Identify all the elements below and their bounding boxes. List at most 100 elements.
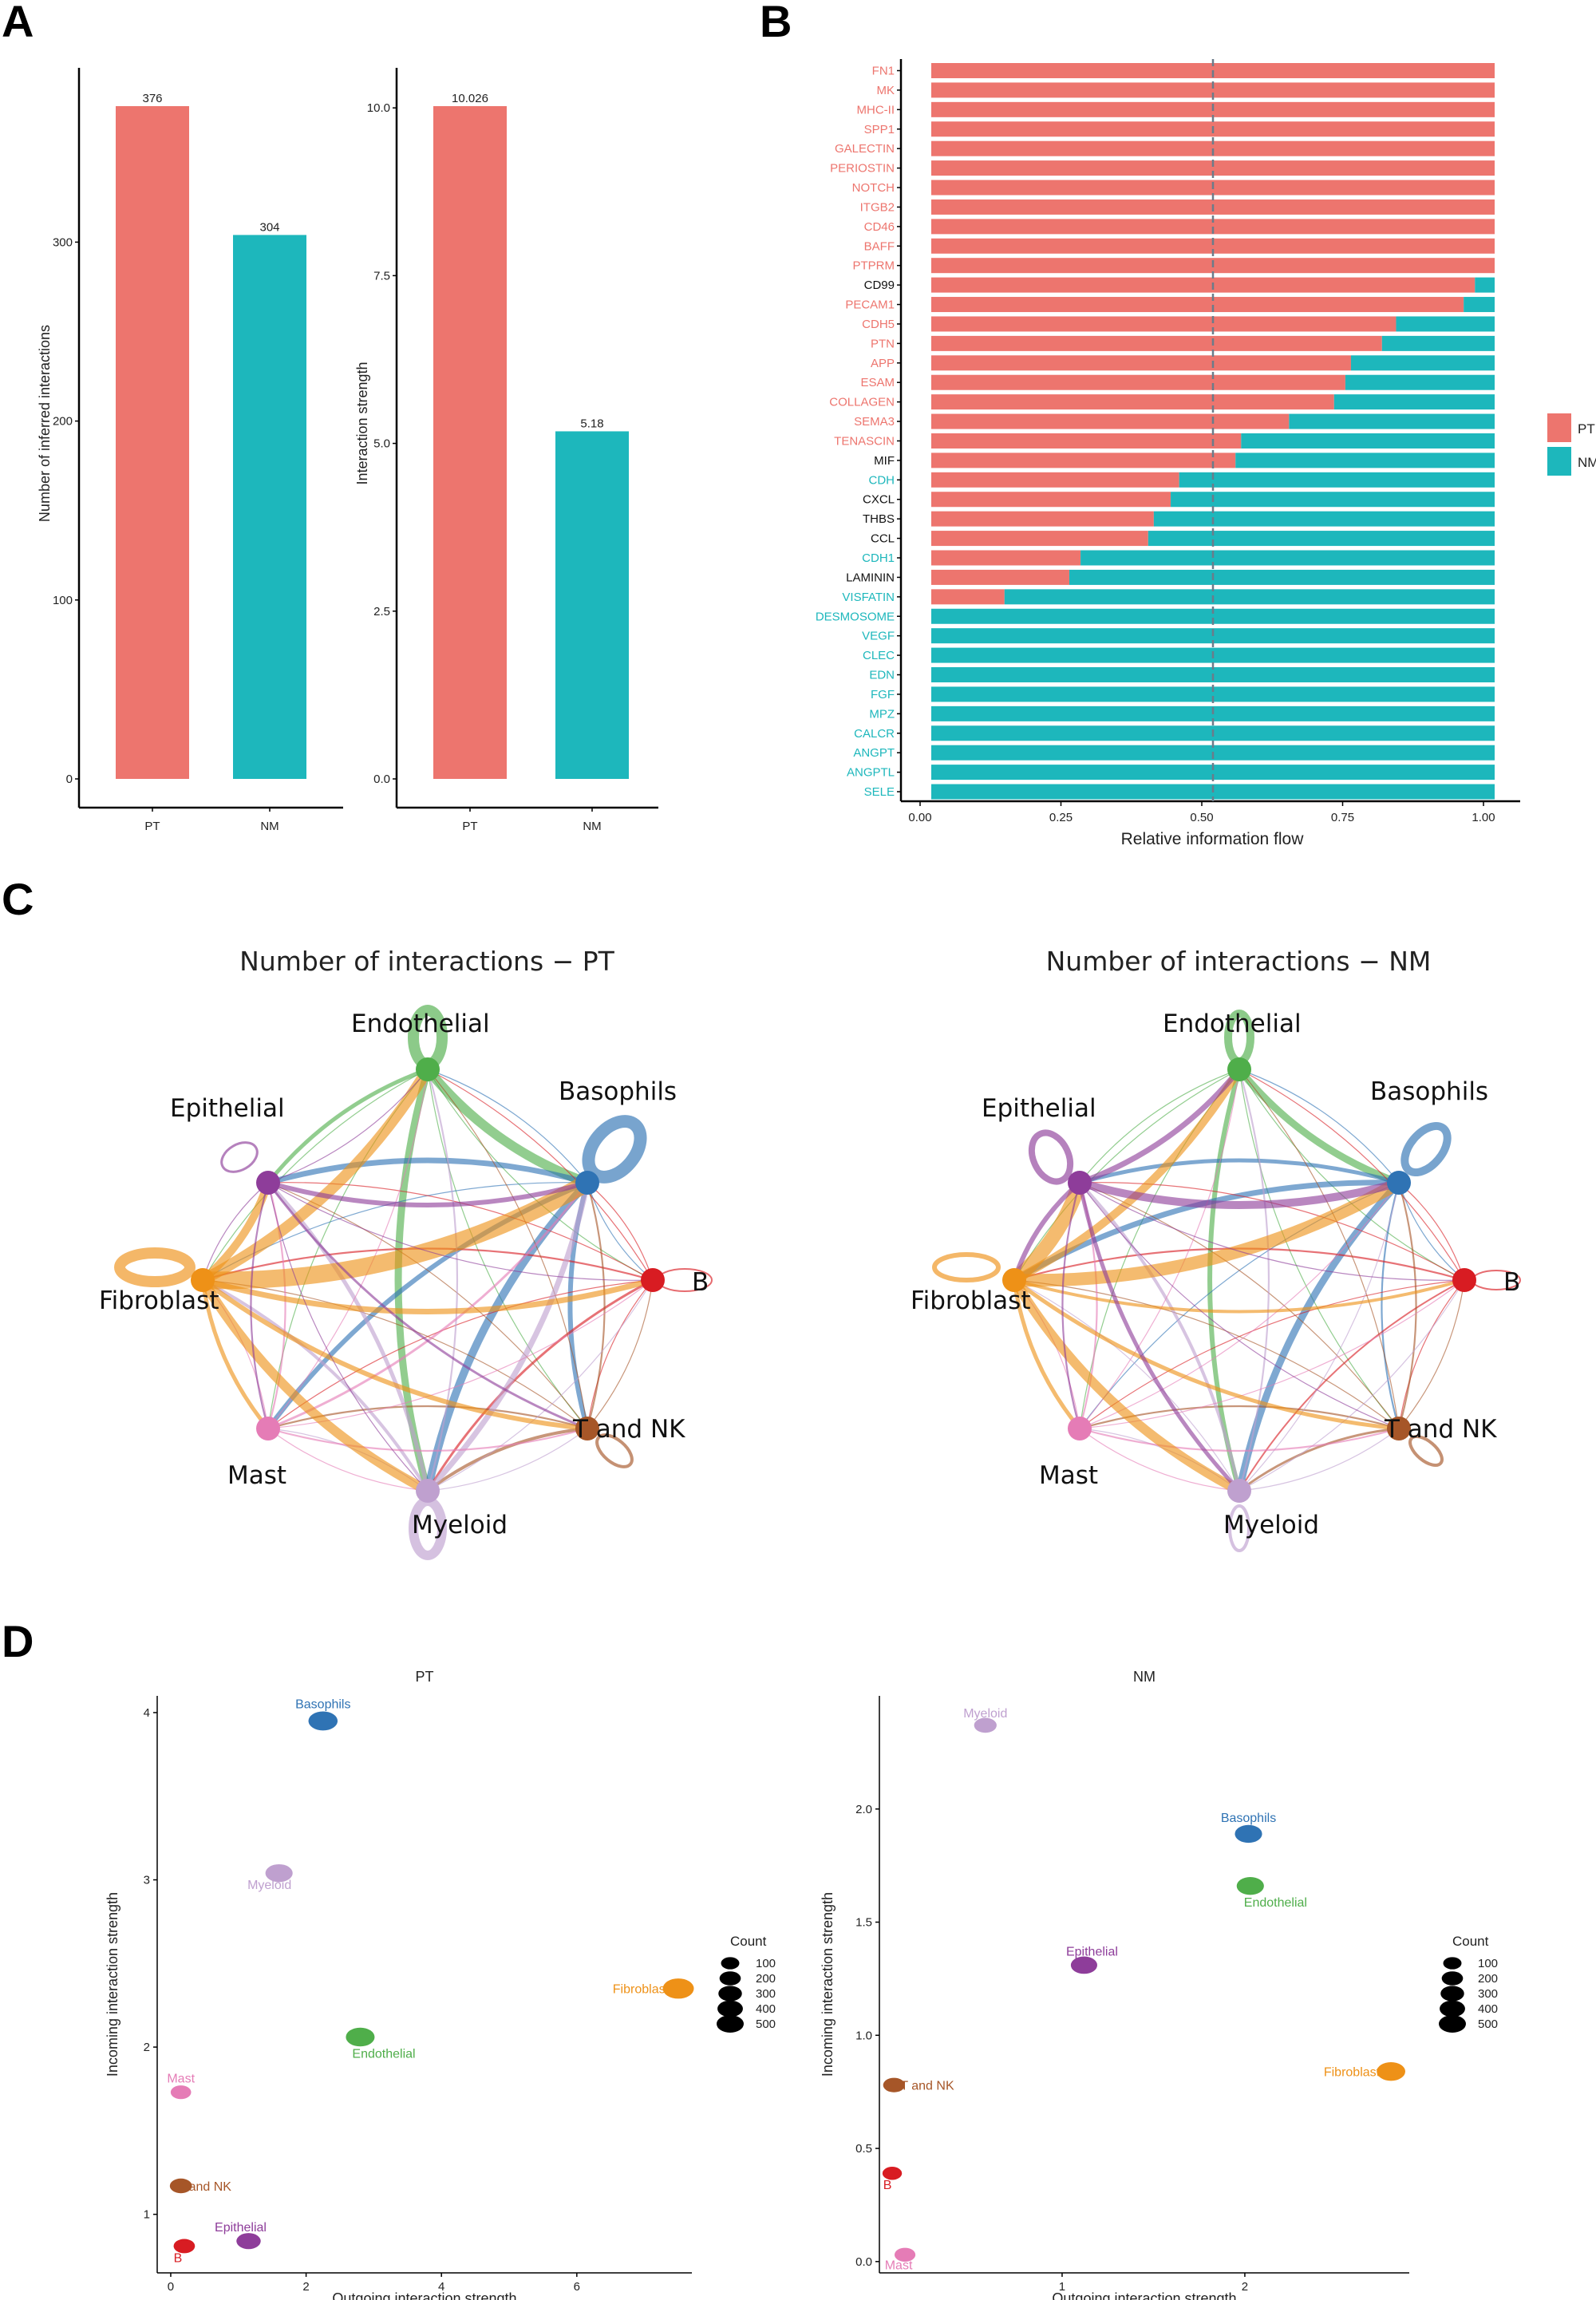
edge-endothelial-to-basophils — [1235, 1065, 1403, 1187]
edge-epithelial-to-myeloid — [1077, 1180, 1242, 1493]
node-label-mast: Mast — [227, 1461, 286, 1490]
y-tick-label: BAFF — [864, 239, 895, 253]
self-loop-fibroblast — [932, 1252, 1001, 1282]
edge-epithelial-to-basophils — [266, 1180, 590, 1207]
legend-swatch-nm — [1547, 447, 1571, 476]
y-tick-label: NOTCH — [852, 181, 895, 195]
bar-pt-cdh1 — [931, 550, 1081, 566]
y-tick-label: APP — [871, 357, 895, 370]
edge-b-to-endothelial — [427, 1069, 654, 1281]
bar-pt-pecam1 — [931, 297, 1464, 313]
bar-pt-app — [931, 355, 1351, 371]
y-tick-label: CD46 — [864, 220, 895, 234]
self-loop-epithelial — [1028, 1129, 1074, 1185]
y-tick-label: FGF — [871, 688, 895, 701]
bar-nm-tenascin — [1241, 433, 1495, 449]
x-axis-title: Outgoing interaction strength — [1052, 2290, 1236, 2300]
edge-b-to-t-and-nk — [587, 1279, 654, 1429]
bar-nm-collagen — [1333, 394, 1495, 410]
y-tick-label: 1.5 — [855, 1916, 872, 1930]
edge-epithelial-to-myeloid — [267, 1182, 429, 1492]
scatter-nm: NM 0.0 0.5 1.0 1.5 2.0 1 2 Outgoing interaction … — [820, 1669, 1498, 2300]
edge-fibroblast-to-b — [200, 1277, 656, 1314]
bar-value-label: 376 — [142, 92, 162, 105]
bar-nm-thbs — [1153, 511, 1495, 527]
edge-endothelial-to-epithelial — [266, 1067, 430, 1185]
legend-label-500: 500 — [1478, 2017, 1498, 2031]
edge-mast-to-basophils — [1079, 1182, 1400, 1429]
y-tick-label: SELE — [864, 785, 895, 799]
x-tick-label: 6 — [574, 2280, 580, 2294]
edge-myeloid-to-b — [427, 1279, 654, 1492]
edge-myeloid-to-basophils — [1238, 1182, 1400, 1492]
legend-label-100: 100 — [756, 1957, 776, 1970]
edge-t-and-nk-to-basophils — [1397, 1181, 1417, 1430]
bar-pt-visfatin — [931, 589, 1005, 605]
edge-fibroblast-to-b — [1013, 1278, 1466, 1314]
edge-t-and-nk-to-b — [1398, 1279, 1465, 1429]
y-tick-label: SEMA3 — [854, 415, 895, 429]
edge-b-to-basophils — [587, 1182, 654, 1281]
point-label-mast: Mast — [885, 2259, 913, 2272]
edge-t-and-nk-to-myeloid — [1238, 1427, 1400, 1492]
edge-fibroblast-to-epithelial — [199, 1179, 272, 1284]
edge-t-and-nk-to-basophils — [586, 1181, 606, 1430]
node-myeloid — [1227, 1479, 1251, 1503]
x-axis-title: Outgoing interaction strength — [332, 2290, 516, 2300]
y-tick-label: EDN — [869, 669, 895, 682]
edge-epithelial-to-b — [267, 1182, 654, 1281]
interaction-strength-bar-chart: 0.0 2.5 5.0 7.5 10.0 10.026 PT 5.18 NM Interactio… — [354, 68, 658, 833]
edge-epithelial-to-mast — [250, 1181, 270, 1430]
node-label-epithelial: Epithelial — [170, 1094, 285, 1123]
edge-epithelial-to-basophils — [1076, 1179, 1403, 1209]
scatter-title: NM — [1133, 1669, 1156, 1685]
point-label-basophils: Basophils — [1221, 1812, 1276, 1825]
x-tick-label: 0.25 — [1049, 811, 1073, 824]
bar-nm-mif — [1235, 452, 1495, 468]
edge-myeloid-to-fibroblast — [201, 1278, 429, 1492]
bar-nm-pecam1 — [1464, 297, 1495, 313]
node-label-b: B — [1503, 1268, 1520, 1297]
node-fibroblast — [191, 1268, 215, 1292]
node-label-basophils: Basophils — [559, 1077, 677, 1106]
point-endothelial — [346, 2027, 375, 2047]
y-tick-label: ANGPTL — [847, 766, 895, 780]
point-label-fibroblast: Fibroblast — [613, 1983, 670, 1997]
edge-basophils-to-b — [587, 1182, 654, 1281]
legend-size-200 — [1441, 1971, 1464, 1986]
y-tick-label: 2 — [144, 2041, 150, 2054]
y-axis-title: Incoming interaction strength — [820, 1892, 836, 2077]
edge-endothelial-to-basophils — [423, 1065, 592, 1188]
edge-endothelial-to-t-and-nk — [1238, 1069, 1400, 1429]
y-tick-label: 200 — [53, 415, 73, 429]
bar-pt-baff — [931, 238, 1495, 254]
self-loop-myeloid — [1228, 1504, 1250, 1552]
edge-mast-to-t-and-nk — [267, 1427, 589, 1452]
y-tick-label: TENASCIN — [834, 434, 895, 448]
edge-epithelial-to-t-and-nk — [1079, 1182, 1400, 1429]
node-t-and-nk — [575, 1417, 599, 1440]
panel-label-b: B — [760, 0, 792, 46]
legend-label-400: 400 — [756, 2002, 776, 2016]
legend-size-100 — [1443, 1957, 1462, 1970]
edge-myeloid-to-t-and-nk — [427, 1428, 588, 1492]
legend-label-300: 300 — [1478, 1987, 1498, 2001]
node-endothelial — [1227, 1057, 1251, 1081]
point-label-myeloid: Myeloid — [247, 1879, 291, 1892]
y-tick-label: LAMININ — [846, 571, 895, 584]
bar-nm — [233, 235, 306, 779]
bar-nm-cdh — [1179, 472, 1495, 488]
self-loop-t-and-nk — [1408, 1435, 1444, 1467]
network-nm: Endothelial Basophils B T and NK Myeloid Mast… — [911, 1010, 1521, 1552]
point-label-t-and-nk: T and NK — [178, 2180, 232, 2194]
node-epithelial — [1068, 1171, 1092, 1195]
edge-endothelial-to-epithelial — [1079, 1069, 1240, 1184]
edge-fibroblast-to-mast — [200, 1278, 271, 1431]
point-basophils — [308, 1711, 338, 1731]
bar-pt-laminin — [931, 569, 1069, 585]
edge-t-and-nk-to-epithelial — [1079, 1182, 1400, 1429]
bar-nm-cdh1 — [1080, 550, 1495, 566]
edge-myeloid-to-endothelial — [1238, 1068, 1270, 1492]
interaction-count-bar-chart: 0 100 200 300 376 PT 304 NM Number of inferred i… — [37, 68, 343, 833]
